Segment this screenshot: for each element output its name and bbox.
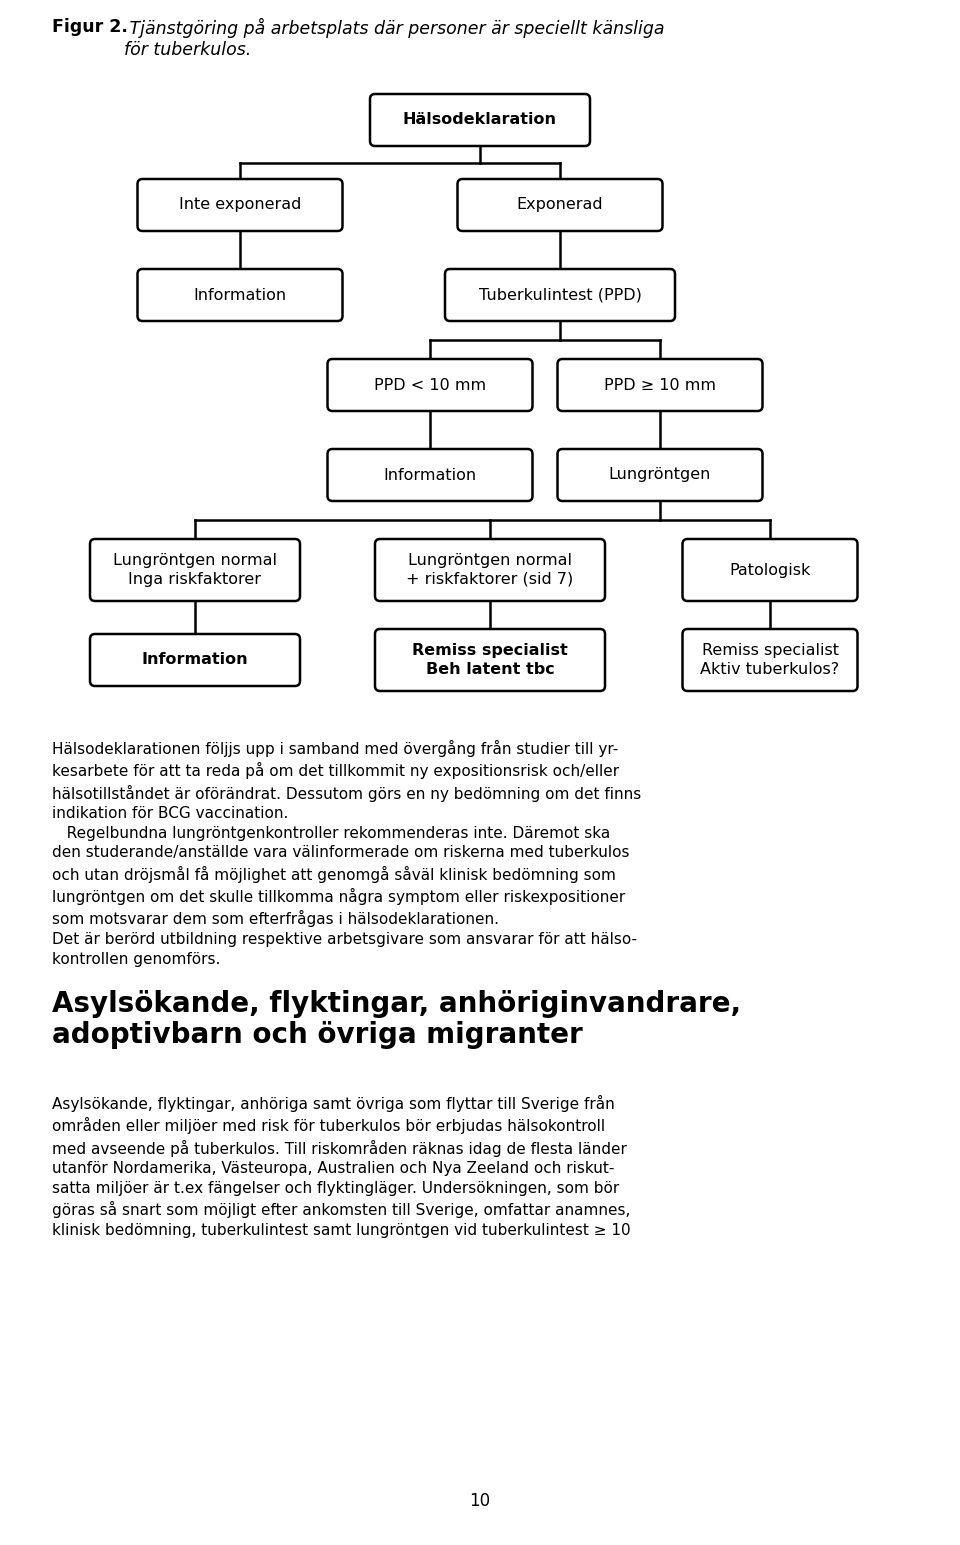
- FancyBboxPatch shape: [370, 94, 590, 145]
- FancyBboxPatch shape: [137, 269, 343, 321]
- Text: Patologisk: Patologisk: [730, 562, 810, 578]
- FancyBboxPatch shape: [445, 269, 675, 321]
- Text: Asylsökande, flyktingar, anhöriga samt övriga som flyttar till Sverige från
områ: Asylsökande, flyktingar, anhöriga samt ö…: [52, 1095, 631, 1238]
- Text: PPD < 10 mm: PPD < 10 mm: [374, 377, 486, 392]
- FancyBboxPatch shape: [375, 539, 605, 601]
- FancyBboxPatch shape: [558, 450, 762, 501]
- Text: Asylsökande, flyktingar, anhöriginvandrare,
adoptivbarn och övriga migranter: Asylsökande, flyktingar, anhöriginvandra…: [52, 990, 741, 1049]
- Text: Hälsodeklaration: Hälsodeklaration: [403, 113, 557, 128]
- FancyBboxPatch shape: [458, 179, 662, 232]
- FancyBboxPatch shape: [683, 539, 857, 601]
- Text: Lungröntgen normal
+ riskfaktorer (sid 7): Lungröntgen normal + riskfaktorer (sid 7…: [406, 553, 574, 587]
- Text: Remiss specialist
Beh latent tbc: Remiss specialist Beh latent tbc: [412, 643, 568, 677]
- Text: Information: Information: [193, 287, 287, 303]
- FancyBboxPatch shape: [558, 358, 762, 411]
- FancyBboxPatch shape: [90, 539, 300, 601]
- Text: Information: Information: [142, 652, 249, 667]
- FancyBboxPatch shape: [375, 629, 605, 691]
- Text: Inte exponerad: Inte exponerad: [179, 198, 301, 213]
- FancyBboxPatch shape: [683, 629, 857, 691]
- Text: 10: 10: [469, 1492, 491, 1509]
- Text: Information: Information: [383, 468, 476, 482]
- Text: Exponerad: Exponerad: [516, 198, 603, 213]
- Text: Lungröntgen: Lungröntgen: [609, 468, 711, 482]
- Text: PPD ≥ 10 mm: PPD ≥ 10 mm: [604, 377, 716, 392]
- Text: Tuberkulintest (PPD): Tuberkulintest (PPD): [479, 287, 641, 303]
- FancyBboxPatch shape: [137, 179, 343, 232]
- FancyBboxPatch shape: [90, 633, 300, 686]
- Text: Hälsodeklarationen följjs upp i samband med övergång från studier till yr-
kesar: Hälsodeklarationen följjs upp i samband …: [52, 740, 641, 967]
- Text: Tjänstgöring på arbetsplats där personer är speciellt känsliga
för tuberkulos.: Tjänstgöring på arbetsplats där personer…: [124, 19, 664, 59]
- FancyBboxPatch shape: [327, 358, 533, 411]
- Text: Lungröntgen normal
Inga riskfaktorer: Lungröntgen normal Inga riskfaktorer: [113, 553, 277, 587]
- Text: Figur 2.: Figur 2.: [52, 19, 128, 36]
- Text: Remiss specialist
Aktiv tuberkulos?: Remiss specialist Aktiv tuberkulos?: [701, 643, 840, 677]
- FancyBboxPatch shape: [327, 450, 533, 501]
